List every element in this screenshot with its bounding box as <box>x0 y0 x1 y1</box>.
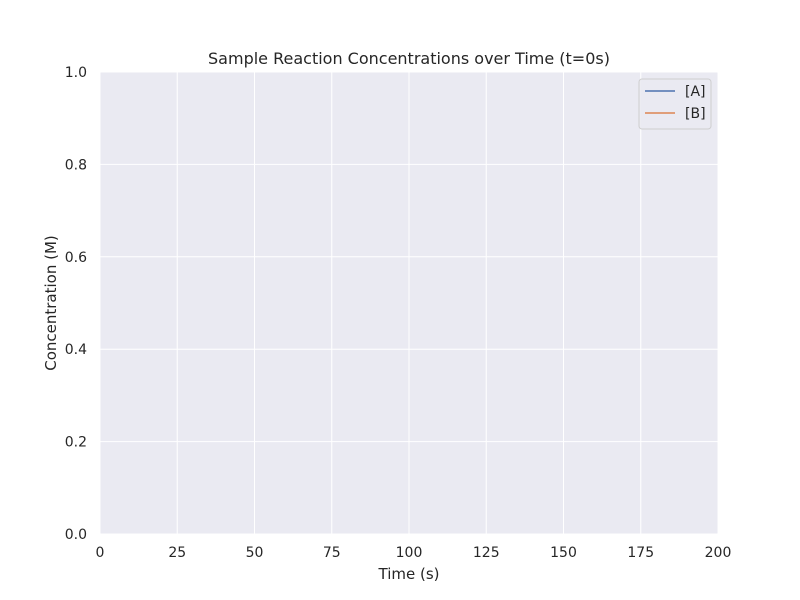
x-tick-label: 100 <box>396 545 423 561</box>
x-axis-label: Time (s) <box>378 565 440 583</box>
y-tick-label: 0.8 <box>65 157 87 173</box>
x-tick-label: 150 <box>550 545 577 561</box>
y-tick-label: 0.0 <box>65 527 87 543</box>
x-tick-label: 200 <box>705 545 732 561</box>
legend: [A] [B] <box>638 78 712 130</box>
y-tick-label: 1.0 <box>65 65 87 81</box>
chart-title: Sample Reaction Concentrations over Time… <box>208 49 610 68</box>
y-tick-label: 0.6 <box>65 250 87 266</box>
y-axis-label: Concentration (M) <box>42 235 60 371</box>
y-tick-labels: 0.0 0.2 0.4 0.6 0.8 1.0 <box>65 65 87 543</box>
y-tick-label: 0.4 <box>65 342 87 358</box>
x-tick-label: 50 <box>246 545 264 561</box>
x-tick-label: 75 <box>323 545 341 561</box>
grid-lines <box>99 71 719 535</box>
x-tick-labels: 0 25 50 75 100 125 150 175 200 <box>96 545 732 561</box>
x-tick-label: 125 <box>473 545 500 561</box>
x-tick-label: 0 <box>96 545 105 561</box>
x-tick-label: 25 <box>168 545 186 561</box>
legend-label: [B] <box>685 106 706 122</box>
x-tick-label: 175 <box>627 545 654 561</box>
y-tick-label: 0.2 <box>65 435 87 451</box>
legend-label: [A] <box>685 84 706 100</box>
